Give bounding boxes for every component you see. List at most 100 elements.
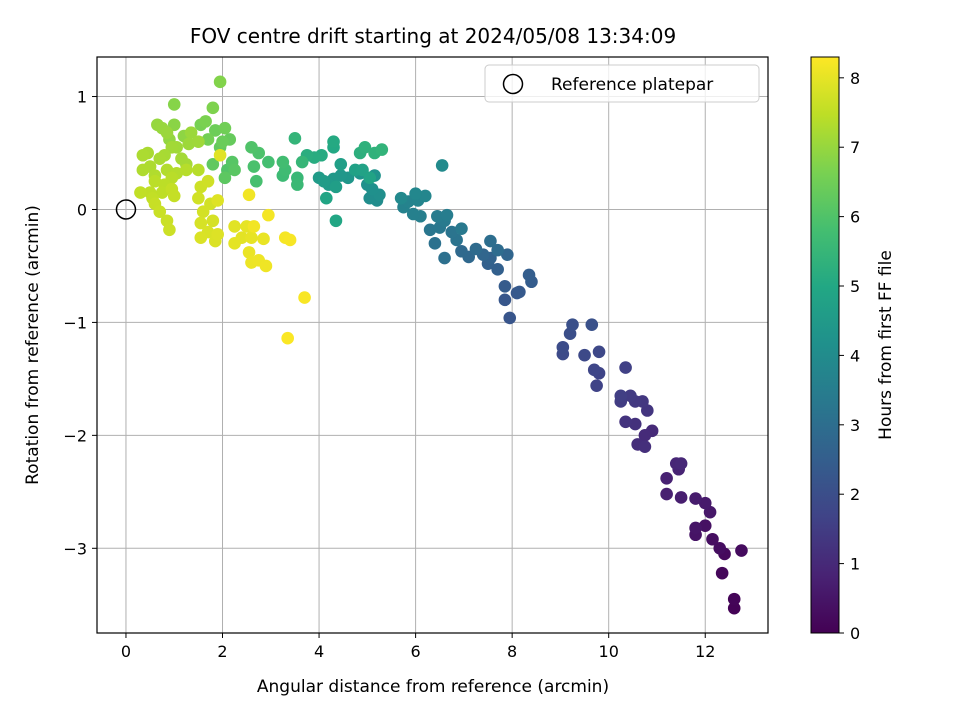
- data-point: [674, 491, 688, 504]
- data-point: [628, 417, 642, 431]
- data-point: [484, 234, 497, 248]
- data-point: [455, 244, 468, 258]
- reference-marker-layer: [115, 199, 137, 220]
- data-point: [578, 348, 591, 362]
- data-point: [242, 188, 256, 202]
- data-point: [218, 171, 232, 185]
- data-point: [206, 101, 220, 115]
- data-point: [587, 363, 601, 377]
- data-point: [228, 220, 241, 233]
- reference-platepar-marker: [115, 199, 137, 220]
- colorbar-tick-label: 2: [850, 485, 860, 504]
- data-point: [247, 160, 261, 173]
- x-tick-label: 10: [599, 642, 619, 661]
- data-point: [288, 132, 302, 145]
- data-point: [689, 492, 702, 505]
- data-point: [216, 135, 229, 149]
- data-point: [491, 263, 504, 276]
- data-point: [592, 345, 606, 359]
- colorbar-tick-label: 5: [850, 277, 860, 296]
- data-point: [180, 163, 193, 177]
- chart-title: FOV centre drift starting at 2024/05/08 …: [190, 24, 676, 48]
- y-tick-label: 0: [77, 200, 87, 219]
- data-point: [155, 186, 169, 199]
- colorbar-gradient: [810, 56, 840, 634]
- data-point: [213, 148, 227, 162]
- data-point: [327, 135, 340, 149]
- data-point: [192, 163, 205, 177]
- data-point: [498, 293, 512, 307]
- data-point: [715, 566, 729, 580]
- data-point: [329, 214, 343, 228]
- data-point: [319, 191, 333, 205]
- axes: 0 2 4 6 8 10 12 −3 −2 −1 0 1: [63, 56, 769, 661]
- colorbar-tick-label: 7: [850, 138, 860, 157]
- data-point: [435, 159, 449, 172]
- data-point: [194, 216, 208, 230]
- data-point: [660, 471, 673, 485]
- data-point: [619, 361, 632, 374]
- data-point: [148, 174, 162, 188]
- data-point: [418, 189, 432, 203]
- data-point: [262, 208, 275, 222]
- data-point: [409, 187, 422, 200]
- colorbar-label: Hours from first FF file: [876, 250, 896, 440]
- data-point: [503, 311, 517, 325]
- data-point: [194, 231, 208, 245]
- data-point: [406, 207, 420, 221]
- x-tick-label: 0: [121, 642, 131, 661]
- data-point: [298, 291, 311, 304]
- data-point: [283, 233, 297, 247]
- data-point: [206, 157, 220, 171]
- data-point: [713, 541, 727, 555]
- data-point: [245, 141, 258, 154]
- x-tick-label: 12: [695, 642, 715, 661]
- data-point: [698, 496, 712, 510]
- data-point: [134, 186, 147, 199]
- data-point: [394, 191, 408, 205]
- y-tick-label: −3: [63, 539, 87, 558]
- data-point: [431, 209, 444, 223]
- data-point: [199, 115, 212, 128]
- data-point: [192, 135, 205, 149]
- data-point: [455, 222, 468, 235]
- data-point: [428, 237, 442, 250]
- data-point: [423, 223, 437, 237]
- data-point: [247, 220, 261, 233]
- data-point: [727, 601, 741, 615]
- data-point: [192, 191, 205, 205]
- data-point: [689, 521, 702, 535]
- data-point: [375, 143, 389, 156]
- data-point: [498, 279, 512, 293]
- data-point: [501, 248, 514, 261]
- data-point: [291, 178, 304, 191]
- data-point: [182, 137, 196, 151]
- data-point: [727, 592, 741, 606]
- legend-entry-reference-platepar: Reference platepar: [551, 75, 713, 95]
- data-point: [262, 155, 275, 169]
- data-point: [245, 231, 258, 245]
- data-point: [619, 415, 632, 429]
- data-point: [295, 155, 309, 169]
- data-point: [585, 318, 599, 331]
- data-points: [134, 75, 748, 615]
- data-point: [136, 163, 150, 177]
- data-point: [698, 519, 712, 533]
- colorbar-tick-label: 6: [850, 208, 860, 227]
- x-tick-label: 2: [217, 642, 227, 661]
- data-point: [257, 232, 270, 246]
- data-point: [211, 194, 224, 207]
- x-tick-label: 8: [507, 642, 517, 661]
- data-point: [638, 440, 652, 453]
- data-point: [358, 141, 372, 154]
- y-tick-label: 1: [77, 88, 87, 107]
- legend: Reference platepar: [484, 64, 760, 103]
- data-point: [660, 487, 673, 501]
- legend-reference-marker: [502, 73, 524, 95]
- data-point: [242, 246, 256, 259]
- data-point: [206, 214, 220, 228]
- data-point: [614, 389, 628, 403]
- data-point: [469, 242, 483, 256]
- data-point: [136, 148, 150, 162]
- y-tick-label: −2: [63, 426, 87, 445]
